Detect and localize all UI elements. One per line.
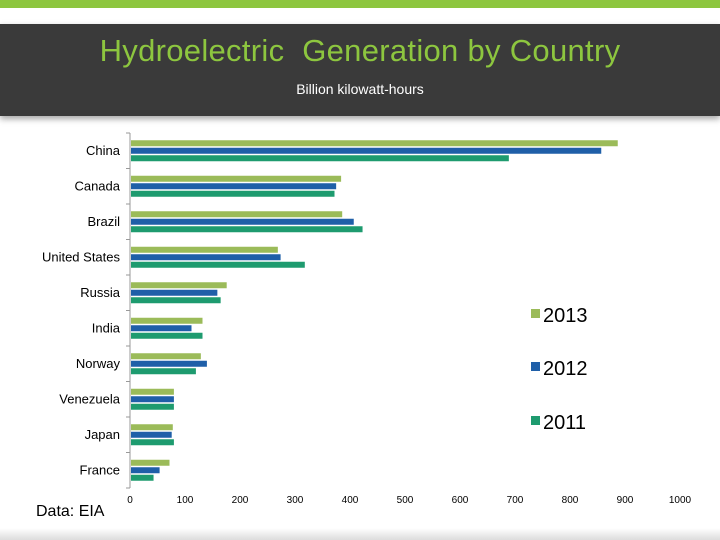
bar-2011-norway — [131, 368, 196, 375]
category-label: China — [86, 143, 121, 158]
legend-label-2011: 2011 — [543, 412, 586, 434]
category-label: United States — [42, 249, 121, 264]
bar-2012-india — [131, 325, 192, 332]
x-tick-label: 800 — [562, 495, 579, 506]
bar-2013-india — [131, 317, 203, 324]
bar-2012-brazil — [131, 218, 354, 225]
bar-2011-china — [131, 155, 509, 162]
bar-2011-japan — [131, 439, 174, 446]
bar-2013-brazil — [131, 211, 343, 218]
category-label: Russia — [80, 285, 121, 300]
legend-swatch-2013 — [531, 309, 540, 318]
bar-2012-united-states — [131, 254, 281, 261]
x-tick-label: 0 — [127, 495, 133, 506]
bar-2013-united-states — [131, 246, 278, 253]
x-tick-label: 100 — [177, 495, 194, 506]
category-label: Brazil — [87, 214, 120, 229]
x-tick-label: 300 — [287, 495, 304, 506]
legend-swatch-2012 — [531, 362, 540, 371]
bar-2011-canada — [131, 190, 335, 197]
bar-2011-russia — [131, 297, 221, 304]
bar-2012-france — [131, 467, 160, 474]
bar-2011-brazil — [131, 226, 363, 233]
chart-title: Hydroelectric Generation by Country — [99, 33, 621, 68]
bar-2011-united-states — [131, 261, 305, 268]
category-label: Canada — [74, 178, 120, 193]
bar-2012-china — [131, 147, 602, 154]
category-label: Japan — [85, 427, 120, 442]
bar-2013-russia — [131, 282, 227, 289]
x-tick-label: 500 — [397, 495, 414, 506]
bar-2011-venezuela — [131, 403, 174, 410]
x-tick-label: 600 — [452, 495, 469, 506]
top-accent-stripe — [0, 0, 720, 8]
legend-label-2013: 2013 — [543, 305, 588, 327]
bar-2013-canada — [131, 175, 342, 182]
bar-2012-japan — [131, 431, 172, 438]
bar-2012-canada — [131, 183, 337, 190]
bar-2013-norway — [131, 353, 201, 360]
category-label: India — [92, 320, 121, 335]
bar-2013-japan — [131, 424, 173, 431]
bar-2012-venezuela — [131, 396, 174, 403]
header-band — [0, 24, 720, 116]
legend-swatch-2011 — [531, 416, 540, 425]
category-label: Venezuela — [59, 391, 120, 406]
category-label: Norway — [76, 356, 121, 371]
x-tick-label: 1000 — [669, 495, 692, 506]
bar-2012-russia — [131, 289, 218, 296]
x-tick-label: 700 — [507, 495, 524, 506]
bar-2013-china — [131, 140, 618, 147]
chart-subtitle: Billion kilowatt-hours — [296, 81, 424, 97]
x-tick-label: 900 — [617, 495, 634, 506]
bottom-shadow-stripe — [0, 528, 720, 540]
x-tick-label: 200 — [232, 495, 249, 506]
legend-label-2012: 2012 — [543, 358, 588, 380]
bar-2012-norway — [131, 360, 207, 367]
bar-2011-france — [131, 474, 154, 481]
category-label: France — [80, 462, 120, 477]
bar-2011-india — [131, 332, 203, 339]
data-source: Data: EIA — [36, 503, 105, 520]
bar-2013-venezuela — [131, 388, 174, 395]
x-tick-label: 400 — [342, 495, 359, 506]
bar-2013-france — [131, 459, 170, 466]
